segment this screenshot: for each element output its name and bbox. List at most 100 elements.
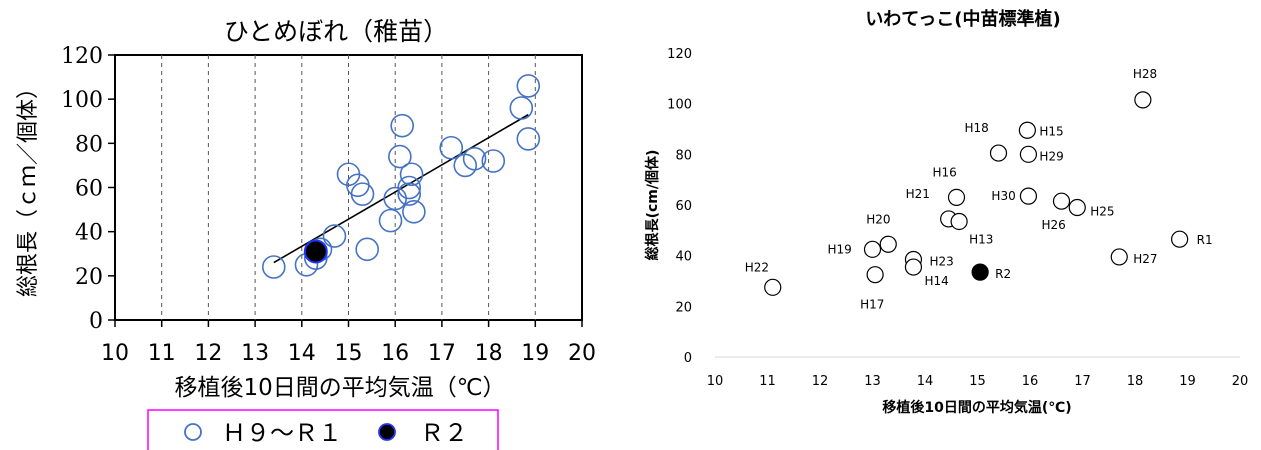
point-label: H23: [929, 254, 953, 268]
x-tick-label: 14: [917, 374, 934, 389]
point-label: H28: [1133, 67, 1157, 81]
data-point: [322, 224, 347, 248]
y-tick-label: 0: [684, 351, 692, 366]
y-tick-label: 20: [75, 265, 103, 290]
x-tick-label: 18: [1127, 374, 1144, 389]
point-label: H13: [969, 232, 993, 246]
point-label: R1: [1197, 233, 1213, 247]
data-point: [481, 149, 506, 173]
y-tick-label: 0: [89, 309, 103, 334]
data-point: [1019, 145, 1038, 163]
point-label: H25: [1090, 205, 1114, 219]
point-label: H16: [933, 165, 957, 179]
data-point: [388, 144, 412, 169]
y-tick-label: 100: [667, 98, 692, 113]
plot-area: [114, 54, 583, 321]
data-point: [1068, 198, 1086, 217]
y-tick-label: 80: [75, 132, 103, 157]
point-label: H22: [745, 260, 769, 274]
x-tick-label: 13: [864, 374, 881, 389]
x-tick-label: 17: [1074, 374, 1091, 389]
point-label: H30: [991, 189, 1015, 203]
y-tick-label: 40: [75, 221, 103, 246]
data-point: [1110, 248, 1128, 266]
legend-marker-open: [184, 423, 202, 441]
data-point: [439, 135, 464, 160]
x-tick-label: 18: [475, 341, 503, 366]
x-tick-label: 13: [241, 341, 269, 366]
point-label: R2: [995, 267, 1011, 281]
data-point: [863, 240, 882, 258]
x-tick-label: 11: [759, 374, 776, 389]
x-tick-label: 10: [707, 374, 724, 389]
point-label: H27: [1133, 252, 1157, 266]
chart-title: ひとめぼれ（稚苗）: [224, 17, 448, 46]
x-tick-label: 12: [812, 374, 829, 389]
point-label: H29: [1039, 149, 1063, 163]
x-tick-label: 16: [381, 341, 409, 366]
point-label: H26: [1042, 218, 1066, 232]
y-tick-label: 80: [675, 148, 692, 163]
x-axis-label: 移植後10日間の平均気温(℃): [882, 399, 1071, 416]
x-axis-label: 移植後10日間の平均気温（℃）: [174, 375, 505, 401]
x-tick-label: 12: [194, 341, 222, 366]
data-point: [355, 237, 379, 262]
point-label: H19: [828, 242, 852, 256]
data-point: [509, 96, 534, 120]
data-point: [516, 74, 541, 98]
x-tick-label: 19: [521, 341, 549, 366]
data-point: [879, 235, 897, 253]
y-tick-label: 60: [75, 177, 103, 202]
point-label: H18: [965, 121, 989, 135]
y-tick-label: 120: [61, 44, 103, 69]
data-point: [1171, 230, 1189, 248]
legend-marker-filled: [378, 423, 396, 441]
x-tick-label: 11: [148, 341, 176, 366]
point-label: H21: [906, 187, 930, 201]
point-label: H20: [866, 212, 890, 226]
data-point: [1134, 91, 1152, 109]
chart-left: ひとめぼれ（稚苗） 0 20 40 60 80 100 120 10 11 12 13 14 15 16…: [16, 17, 596, 450]
y-tick-label: 20: [675, 300, 692, 315]
data-point: [904, 250, 923, 269]
data-point: [516, 127, 541, 151]
data-point: [1018, 121, 1036, 139]
data-point: [866, 266, 884, 284]
data-point: [950, 212, 968, 231]
x-tick-label: 17: [428, 341, 456, 366]
data-point: [989, 144, 1008, 162]
data-point: [904, 258, 923, 276]
data-point: [399, 162, 424, 187]
x-tick-label: 15: [335, 341, 363, 366]
y-tick-label: 60: [675, 199, 692, 214]
y-axis-label: 総根長(cm/個体): [644, 150, 661, 261]
data-point: [1019, 187, 1038, 205]
x-tick-label: 15: [969, 374, 986, 389]
point-label: H14: [924, 274, 948, 288]
data-point: [947, 188, 966, 206]
data-point: [350, 182, 375, 206]
y-tick-label: 100: [61, 88, 103, 113]
data-point: [390, 113, 415, 138]
point-label: H15: [1039, 124, 1063, 138]
legend-frame: [147, 409, 499, 450]
x-tick-label: 20: [568, 341, 596, 366]
legend: Ｈ９～Ｒ１ Ｒ２: [147, 409, 499, 450]
data-point-r2: [971, 263, 989, 281]
x-tick-label: 20: [1232, 374, 1249, 389]
data-point: [940, 210, 958, 228]
data-point: [462, 146, 487, 171]
data-point: [397, 182, 422, 206]
legend-label: Ｈ９～Ｒ１: [222, 419, 342, 447]
data-point: [402, 199, 426, 224]
data-point: [261, 255, 286, 279]
data-point: [397, 175, 422, 200]
x-tick-label: 10: [101, 341, 129, 366]
data-point-r2: [303, 239, 328, 264]
x-tick-label: 19: [1179, 374, 1196, 389]
legend-label: Ｒ２: [420, 419, 468, 447]
data-point: [1052, 192, 1071, 210]
y-tick-label: 40: [675, 250, 692, 265]
y-tick-label: 120: [667, 47, 692, 62]
x-tick-label: 16: [1022, 374, 1039, 389]
